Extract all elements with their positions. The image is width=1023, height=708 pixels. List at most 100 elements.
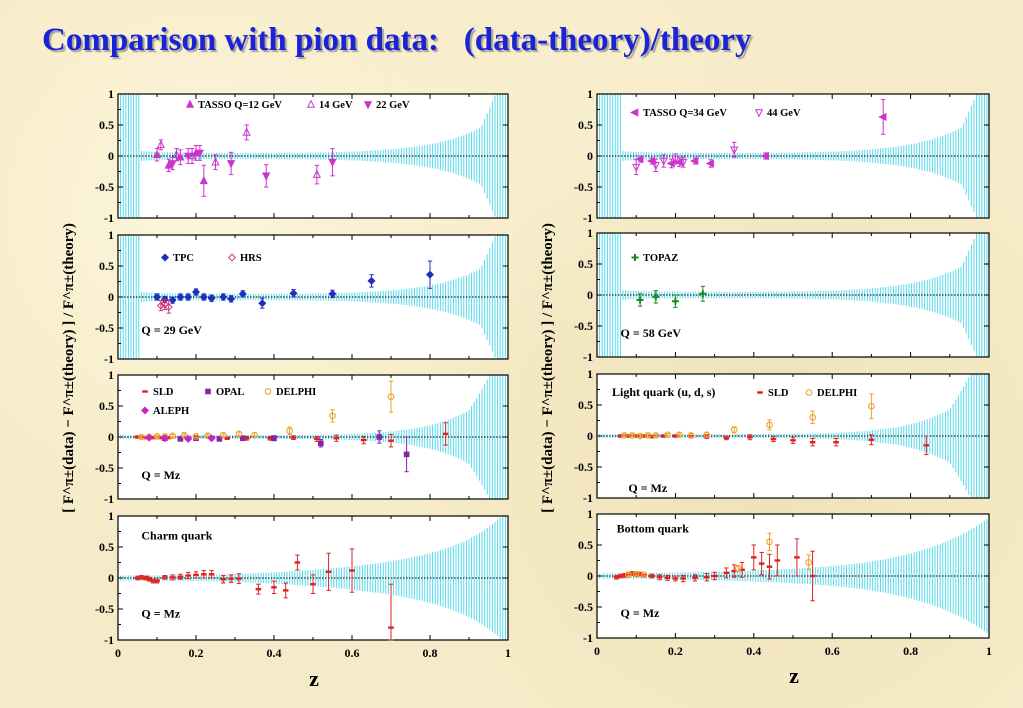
data-point: [242, 124, 251, 141]
data-point: [207, 434, 216, 443]
legend-entry: ALEPH: [153, 406, 189, 417]
data-point: [164, 300, 173, 314]
data-point: [403, 436, 410, 473]
data-point: [774, 544, 781, 577]
data-point: [310, 574, 316, 594]
legend-entry: DELPHI: [817, 388, 857, 399]
data-point: [134, 575, 141, 581]
panel-group: 1 0.5 0 -0.5 -1 TASSO Q=12 GeV 14 GeV 22 GeV 1 0.…: [95, 87, 992, 660]
data-point: [621, 432, 628, 439]
y-tick-label: 0: [587, 288, 593, 302]
data-point: [156, 139, 166, 151]
data-point: [219, 431, 227, 439]
x-tick-label: 1: [505, 646, 511, 660]
data-point: [333, 434, 340, 442]
data-point: [236, 573, 242, 585]
data-point: [176, 149, 185, 166]
data-point: [766, 553, 773, 580]
data-point: [160, 434, 169, 443]
y-tick-label: -0.5: [95, 461, 114, 475]
data-point: [731, 564, 737, 578]
data-point: [760, 151, 769, 161]
data-point: [672, 575, 679, 582]
data-point: [328, 289, 337, 299]
data-point: [367, 274, 376, 288]
y-tick-label: 0: [587, 569, 593, 583]
data-point: [649, 573, 655, 579]
series-1: [134, 548, 394, 641]
data-point: [208, 570, 215, 579]
data-point: [271, 435, 277, 442]
x-tick-label: 0.2: [189, 646, 204, 660]
data-point: [184, 148, 193, 164]
panel-7: 1 0.5 0 -0.5 -1 Light quark (u, d, s) SLD DELPH…: [574, 367, 990, 505]
x-tick-label: 0.6: [345, 646, 360, 660]
x-tick-label: 0.2: [668, 644, 683, 658]
data-point: [169, 574, 176, 581]
data-point: [349, 548, 355, 593]
y-tick-label: 1: [587, 87, 593, 101]
x-tick-label: 0.8: [903, 644, 918, 658]
data-point: [766, 419, 773, 431]
data-point: [644, 432, 652, 439]
legend: Light quark (u, d, s) SLD DELPHI: [612, 385, 857, 399]
series-2: [156, 298, 173, 314]
data-point: [868, 434, 875, 446]
series-1: [152, 260, 435, 309]
data-point: [923, 435, 930, 456]
data-point: [271, 580, 277, 594]
data-point: [193, 571, 199, 579]
legend: TASSO Q=12 GeV 14 GeV 22 GeV: [185, 99, 410, 111]
data-point: [636, 293, 644, 307]
legend-entry: TPC: [173, 253, 194, 264]
data-point: [176, 292, 185, 302]
legend-entry: TASSO Q=12 GeV: [198, 100, 282, 111]
y-axis-label-left: [ F^π±(data) − F^π±(theory) ] / F^π±(the…: [61, 223, 77, 513]
series-1: [635, 99, 887, 169]
data-point: [664, 574, 671, 581]
y-tick-label: -1: [104, 633, 114, 647]
data-point: [632, 570, 640, 578]
data-point: [635, 154, 644, 164]
data-point: [211, 154, 220, 171]
data-point: [199, 164, 208, 197]
data-point: [734, 564, 742, 573]
y-tick-label: -1: [104, 352, 114, 366]
y-tick-label: 0: [108, 571, 114, 585]
data-point: [651, 158, 660, 172]
y-tick-label: -1: [104, 211, 114, 225]
y-axis-label-right: [ F^π±(data) − F^π±(theory) ] / F^π±(the…: [540, 223, 556, 513]
data-point: [228, 574, 234, 583]
legend-title: Light quark (u, d, s): [612, 385, 715, 399]
y-tick-label: 0: [108, 149, 114, 163]
data-point: [809, 410, 816, 425]
legend-entry: SLD: [768, 388, 789, 399]
data-point: [376, 430, 383, 444]
data-point: [617, 573, 624, 579]
data-point: [640, 571, 648, 579]
slide-title: Comparison with pion data: (data-theory)…: [42, 22, 752, 58]
data-point: [723, 567, 730, 579]
data-point: [711, 571, 718, 581]
legend: TOPAZ: [631, 253, 678, 264]
data-point: [251, 431, 258, 439]
data-point: [294, 554, 301, 571]
data-point: [730, 426, 738, 434]
series-2: [632, 141, 739, 176]
data-point: [671, 153, 680, 165]
panel-5: 1 0.5 0 -0.5 -1 TASSO Q=34 GeV 44 GeV: [574, 87, 990, 225]
data-point: [878, 99, 887, 135]
data-point: [747, 434, 753, 441]
data-point: [656, 574, 663, 581]
x-tick-label: 0.4: [267, 646, 282, 660]
legend-entry: OPAL: [216, 387, 244, 398]
data-point: [868, 393, 875, 420]
y-tick-label: -0.5: [574, 460, 593, 474]
data-point: [152, 292, 162, 302]
data-point: [145, 433, 154, 442]
y-tick-label: 1: [108, 228, 114, 242]
y-tick-label: 0.5: [99, 259, 114, 273]
panel-title: Bottom quark: [617, 522, 690, 536]
